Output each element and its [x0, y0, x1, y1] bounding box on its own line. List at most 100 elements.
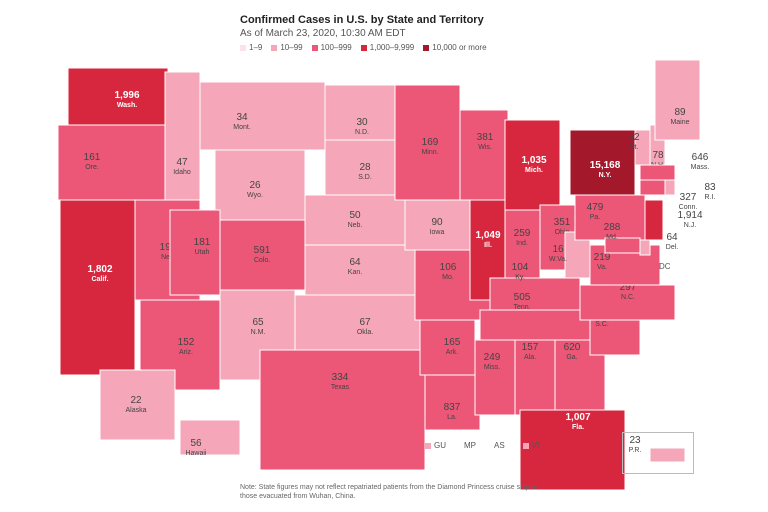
state-name: R.I. [705, 194, 716, 201]
state-shape [424, 374, 481, 431]
state-value: 64 [666, 232, 678, 243]
state-name: S.D. [358, 174, 372, 181]
state-name: Mich. [525, 167, 543, 174]
dc-legend: DC [650, 262, 671, 271]
state-value: 67 [359, 317, 371, 328]
state-name: Fla. [572, 424, 584, 431]
state-name: Ill. [484, 242, 492, 249]
state-name: Kan. [348, 269, 362, 276]
state-name: W.Va. [549, 256, 567, 263]
map-title: Confirmed Cases in U.S. by State and Ter… [240, 14, 484, 26]
state-value: 56 [190, 438, 202, 449]
state-name: N.D. [355, 129, 369, 136]
state-value: 181 [194, 237, 211, 248]
state-value: 26 [249, 180, 261, 191]
state-name: Miss. [484, 364, 500, 371]
state-value: 90 [431, 217, 443, 228]
state-name: N.Y. [599, 172, 612, 179]
state-value: 78 [652, 150, 664, 161]
puerto-rico-inset [622, 432, 694, 474]
legend-swatch [311, 44, 318, 51]
state-name: Okla. [357, 329, 373, 336]
territory-label: AS [494, 441, 505, 450]
territory-item: GU [425, 441, 446, 450]
state-name: Wyo. [247, 192, 263, 199]
state-value: 249 [484, 352, 501, 363]
state-name: Ky. [515, 274, 525, 281]
territory-label: GU [434, 441, 446, 450]
state-shape [199, 81, 326, 151]
state-value: 15,168 [590, 160, 621, 171]
legend-label: 100–999 [320, 43, 352, 52]
legend-item: 1,000–9,999 [360, 43, 414, 52]
state-shape [639, 239, 651, 256]
state-value: 837 [444, 402, 461, 413]
legend-swatch [360, 44, 367, 51]
state-value: 23 [629, 435, 641, 446]
state-value: 165 [444, 337, 461, 348]
state-name: N.C. [621, 294, 635, 301]
state-name: Del. [666, 244, 679, 251]
state-value: 381 [477, 132, 494, 143]
state-value: 106 [440, 262, 457, 273]
state-shape [99, 369, 176, 441]
state-name: Va. [597, 264, 607, 271]
state-name: Hawaii [185, 450, 206, 457]
legend-item: 100–999 [311, 43, 352, 52]
state-value: 169 [422, 137, 439, 148]
state-name: Tenn. [513, 304, 530, 311]
state-name: Pa. [590, 214, 601, 221]
state-value: 1,802 [87, 264, 112, 275]
state-value: 620 [564, 342, 581, 353]
state-value: 50 [349, 210, 361, 221]
state-name: Ohio [555, 229, 570, 236]
state-value: 351 [554, 217, 571, 228]
state-name: Neb. [348, 222, 363, 229]
state-shape [639, 164, 676, 181]
state-shape [654, 59, 701, 141]
state-value: 327 [680, 192, 697, 203]
legend-label: 1–9 [249, 43, 263, 52]
state-value: 334 [332, 372, 349, 383]
state-value: 30 [356, 117, 368, 128]
legend-swatch [271, 44, 278, 51]
territory-item: AS [494, 441, 505, 450]
territory-item: VI [522, 441, 539, 450]
state-shape [214, 149, 306, 221]
state-shape [459, 109, 509, 201]
state-value: 591 [254, 245, 271, 256]
state-name: N.J. [684, 222, 697, 229]
state-value: 34 [236, 112, 248, 123]
state-name: Ala. [524, 354, 536, 361]
state-name: Ind. [516, 240, 528, 247]
state-value: 28 [359, 162, 371, 173]
state-value: 505 [514, 292, 531, 303]
state-shape [639, 179, 666, 196]
state-name: P.R. [629, 447, 642, 454]
state-name: Utah [195, 249, 210, 256]
state-name: La. [447, 414, 457, 421]
state-shape [664, 179, 676, 196]
state-value: 1,914 [677, 210, 702, 221]
state-value: 65 [252, 317, 264, 328]
state-value: 1,035 [521, 155, 546, 166]
state-sd: 28S.D. [324, 139, 406, 196]
state-name: Mont. [233, 124, 251, 131]
